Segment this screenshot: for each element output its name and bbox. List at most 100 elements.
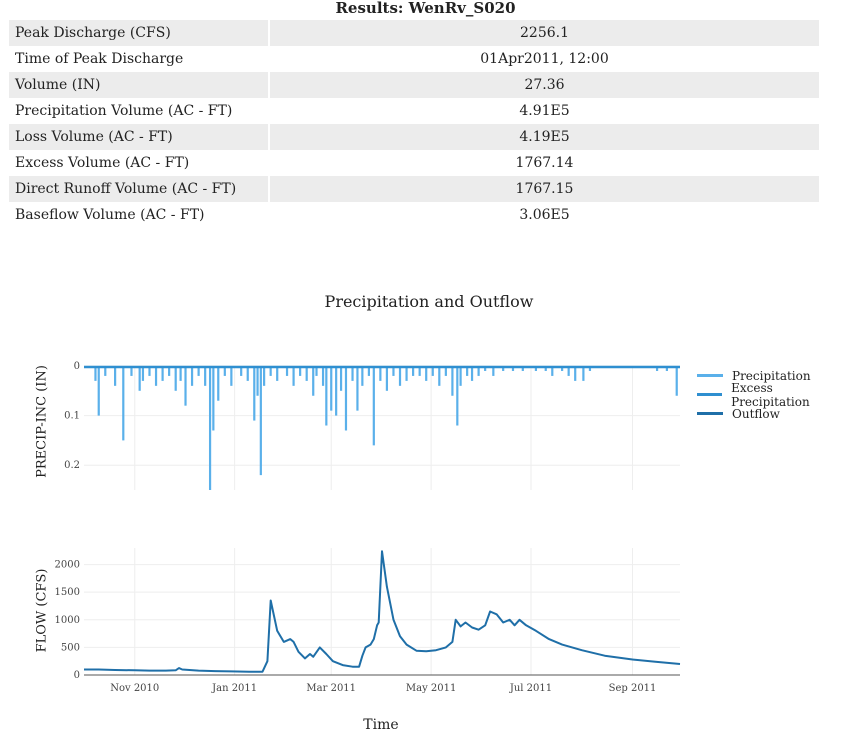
precip-bar <box>385 366 389 391</box>
precip-bar <box>217 366 220 401</box>
precip-bar <box>190 366 194 386</box>
precip-bar <box>154 366 158 386</box>
precip-bar <box>246 366 249 381</box>
precip-bar <box>240 366 243 376</box>
x-tick-label: Mar 2011 <box>306 683 356 694</box>
chart-legend[interactable]: Precipitation Excess Precipitation Outfl… <box>697 366 851 423</box>
precip-bar <box>344 366 348 431</box>
flow-y-axis-label: FLOW (CFS) <box>34 568 50 653</box>
precip-bar <box>259 366 262 476</box>
precip-bar <box>122 366 125 441</box>
results-row: Precipitation Volume (AC - FT) 4.91E5 <box>9 98 819 124</box>
precip-y-tick-label: 0.1 <box>64 411 80 422</box>
precip-bar <box>148 366 151 376</box>
results-value: 2256.1 <box>268 20 819 46</box>
precip-bar <box>285 366 289 376</box>
precip-bar <box>502 366 505 371</box>
precip-bar <box>574 366 577 381</box>
precip-y-tick-label: 0.2 <box>64 460 80 471</box>
results-label: Excess Volume (AC - FT) <box>15 155 190 171</box>
precip-panel: 0 0.1 0.2 <box>64 361 680 490</box>
flow-panel: Nov 2010 Jan 2011 Mar 2011 May 2011 Jul 2011… <box>55 548 681 694</box>
precip-bar <box>321 366 325 386</box>
legend-label-outflow: Outflow <box>732 406 780 421</box>
precip-bar <box>456 366 459 426</box>
precip-bar <box>94 366 97 381</box>
legend-label-excess-precipitation: Excess Precipitation <box>731 380 810 409</box>
precip-bar <box>675 366 678 396</box>
precip-bar <box>511 366 515 371</box>
x-tick-label: May 2011 <box>406 683 456 694</box>
results-row: Peak Discharge (CFS) 2256.1 <box>9 20 819 46</box>
legend-item-outflow[interactable]: Outflow <box>697 404 851 423</box>
precip-bar <box>97 366 100 416</box>
precip-bar <box>138 366 141 391</box>
precip-bar <box>212 366 215 431</box>
precip-bar <box>208 366 212 490</box>
precip-bar <box>561 366 564 371</box>
results-row: Direct Runoff Volume (AC - FT) 1767.15 <box>9 176 819 202</box>
precip-bar <box>330 366 333 411</box>
legend-swatch-outflow <box>697 412 723 415</box>
precip-bar <box>492 366 495 376</box>
results-label: Precipitation Volume (AC - FT) <box>15 103 233 119</box>
precip-bar <box>161 366 164 381</box>
precip-bar <box>379 366 382 381</box>
precip-bar <box>412 366 415 376</box>
results-label: Loss Volume (AC - FT) <box>9 124 268 150</box>
precip-bar <box>335 366 338 416</box>
precip-bar <box>253 366 256 421</box>
legend-item-excess-precipitation[interactable]: Excess Precipitation <box>697 381 851 409</box>
precip-bar <box>204 366 207 386</box>
results-table: Peak Discharge (CFS) 2256.1 Time of Peak D… <box>9 20 819 228</box>
precip-bar <box>104 366 107 376</box>
flow-y-tick-label: 500 <box>61 642 80 653</box>
precip-bar <box>551 366 554 376</box>
precip-bar <box>425 366 428 381</box>
precip-bar <box>451 366 454 396</box>
results-value: 3.06E5 <box>268 202 819 228</box>
legend-swatch-precipitation <box>697 374 723 377</box>
precip-bar <box>372 366 375 446</box>
precip-bar <box>459 366 462 386</box>
x-tick-label: Nov 2010 <box>110 683 159 694</box>
precip-bar <box>312 366 315 396</box>
precip-bar <box>292 366 295 386</box>
precip-bar <box>405 366 408 381</box>
precip-bar <box>197 366 200 376</box>
precip-bar <box>276 366 279 381</box>
precip-bar <box>392 366 395 376</box>
precip-bar <box>305 366 308 381</box>
precip-bar <box>325 366 328 426</box>
results-label: Direct Runoff Volume (AC - FT) <box>9 176 268 202</box>
flow-y-tick-label: 1000 <box>55 615 80 626</box>
results-label: Time of Peak Discharge <box>15 51 184 67</box>
precip-bar <box>521 366 524 371</box>
precip-bar <box>263 366 266 386</box>
results-value: 4.19E5 <box>268 124 819 150</box>
precip-bar <box>339 366 343 391</box>
precip-bar <box>470 366 474 381</box>
precip-bar <box>567 366 570 376</box>
precip-bar <box>351 366 354 381</box>
results-value: 27.36 <box>268 72 819 98</box>
legend-item-precipitation[interactable]: Precipitation <box>697 366 851 385</box>
precip-bar <box>184 366 187 406</box>
precip-bar <box>141 366 145 381</box>
precip-y-tick-label: 0 <box>74 361 80 372</box>
precip-bar <box>438 366 441 386</box>
flow-y-tick-label: 1500 <box>55 587 80 598</box>
x-tick-label: Jul 2011 <box>509 683 552 694</box>
precip-bar <box>256 366 259 396</box>
x-tick-label: Sep 2011 <box>609 683 657 694</box>
precip-bar <box>174 366 177 391</box>
results-title: Results: WenRv_S020 <box>335 0 516 17</box>
flow-y-tick-label: 2000 <box>55 560 80 571</box>
precip-bar <box>534 366 538 371</box>
x-axis-label: Time <box>363 717 399 733</box>
precip-bar <box>179 366 182 381</box>
precip-bar <box>588 366 592 371</box>
precip-bar <box>230 366 233 386</box>
results-row: Excess Volume (AC - FT) 1767.14 <box>9 150 819 176</box>
